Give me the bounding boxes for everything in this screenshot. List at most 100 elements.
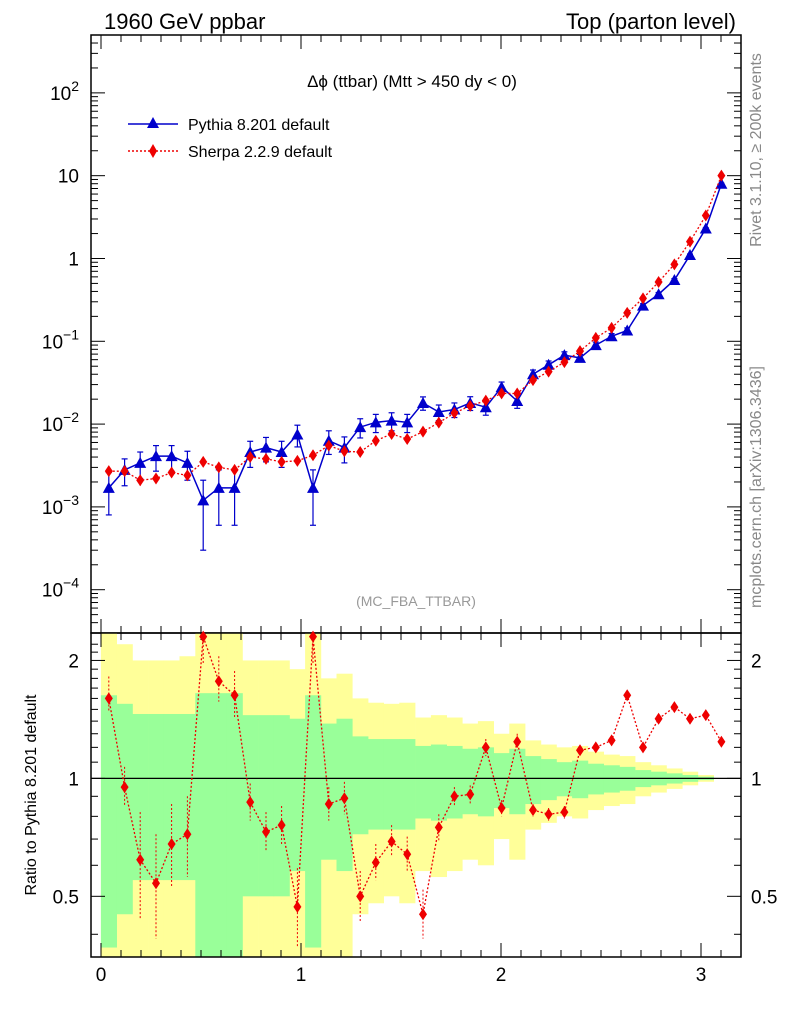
y-tick-label-main: 10−4 xyxy=(42,575,79,602)
band-inner-bin xyxy=(289,718,306,872)
ratio-sherpa-point xyxy=(152,877,160,890)
ratio-sherpa-point xyxy=(513,735,522,748)
ratio-sherpa-point xyxy=(591,741,600,754)
pythia-point xyxy=(385,414,398,426)
pythia-point xyxy=(637,299,649,311)
pythia-point xyxy=(165,450,178,462)
ratio-sherpa-point xyxy=(371,856,380,869)
sherpa-point xyxy=(576,345,584,358)
pythia-point xyxy=(558,349,571,361)
ratio-sherpa-point xyxy=(246,796,255,809)
band-inner-bin xyxy=(430,744,447,821)
ratio-sherpa-point xyxy=(450,790,459,803)
side-label-rivet: Rivet 3.1.10, ≥ 200k events xyxy=(748,53,765,247)
pythia-point xyxy=(574,351,586,363)
ratio-sherpa-point xyxy=(340,792,349,805)
pythia-point xyxy=(369,416,382,428)
ratio-sherpa-point xyxy=(419,908,427,921)
x-tick-label: 2 xyxy=(496,965,507,986)
band-inner-bin xyxy=(210,693,227,957)
ratio-sherpa-point xyxy=(639,741,647,754)
header-energy-label: 1960 GeV ppbar xyxy=(104,9,265,34)
band-inner-bin xyxy=(163,713,180,881)
pythia-point xyxy=(260,441,272,453)
pythia-point xyxy=(291,428,304,440)
plot-title: Δϕ (ttbar) (Mtt > 450 dy < 0) xyxy=(307,72,517,91)
pythia-point xyxy=(212,481,225,493)
legend-entry-pythia: Pythia 8.201 default xyxy=(128,117,330,134)
band-inner-bin xyxy=(132,713,149,881)
series-ratio-sherpa xyxy=(104,630,726,948)
pythia-point xyxy=(668,273,681,285)
ratio-plot: 0 1 2 3 0.5 0.5 1 1 2 2 xyxy=(53,35,777,986)
legend-pythia-triangle-icon xyxy=(147,117,159,128)
band-inner-bin xyxy=(383,739,400,830)
band-inner-bin xyxy=(148,713,165,881)
pythia-point xyxy=(652,288,665,300)
ratio-sherpa-point xyxy=(434,821,443,834)
pythia-point xyxy=(527,368,539,380)
pythia-point xyxy=(307,481,319,493)
sherpa-point xyxy=(214,461,223,474)
legend-sherpa-label: Sherpa 2.2.9 default xyxy=(188,144,333,161)
pythia-point xyxy=(197,494,210,506)
ratio-sherpa-point xyxy=(136,853,145,866)
sherpa-point xyxy=(654,276,663,289)
ratio-sherpa-point xyxy=(262,825,270,838)
sherpa-point xyxy=(529,374,537,387)
ratio-sherpa-point xyxy=(466,788,475,801)
sherpa-point xyxy=(544,365,553,378)
ratio-sherpa-point xyxy=(214,675,223,688)
band-inner-bin xyxy=(226,693,243,957)
y-ticks-main xyxy=(91,34,741,634)
y-tick-label-main: 10−1 xyxy=(42,326,79,353)
band-inner-bin xyxy=(462,748,479,815)
sherpa-point xyxy=(356,446,365,459)
x-tick-label: 3 xyxy=(696,965,707,986)
sherpa-point xyxy=(466,399,475,412)
sherpa-point xyxy=(717,169,726,182)
sherpa-point xyxy=(623,306,632,319)
sherpa-point xyxy=(262,452,270,465)
sherpa-point xyxy=(403,433,412,446)
ratio-sherpa-line xyxy=(108,636,722,915)
pythia-point xyxy=(684,249,696,261)
band-inner-bin xyxy=(572,760,589,799)
ratio-sherpa-point xyxy=(497,802,506,815)
pythia-point xyxy=(715,177,728,189)
y-tick-label-ratio: 0.5 xyxy=(53,887,79,908)
analysis-watermark: (MC_FBA_TTBAR) xyxy=(356,593,476,609)
sherpa-point xyxy=(167,466,176,479)
band-inner-bin xyxy=(305,695,322,948)
pythia-point xyxy=(589,339,602,351)
sherpa-line xyxy=(108,175,723,481)
ratio-sherpa-point xyxy=(403,848,412,861)
ratio-sherpa-point xyxy=(607,734,616,747)
ratio-sherpa-point xyxy=(560,806,569,819)
ratio-sherpa-point xyxy=(544,808,553,821)
sherpa-point xyxy=(371,434,380,447)
band-inner-bin xyxy=(367,739,384,830)
band-inner-bin xyxy=(477,747,494,817)
ratio-sherpa-point xyxy=(199,630,208,643)
ratio-sherpa-point xyxy=(356,890,365,903)
sherpa-point xyxy=(324,439,333,452)
ratio-sherpa-point xyxy=(481,741,490,754)
pythia-point xyxy=(150,450,162,462)
pythia-point xyxy=(275,446,288,458)
sherpa-point xyxy=(199,455,208,468)
y-tick-label-main: 10 xyxy=(58,167,79,188)
ratio-sherpa-point xyxy=(293,900,302,913)
ratio-sherpa-point xyxy=(230,689,239,702)
sherpa-point xyxy=(340,445,349,458)
ratio-sherpa-point xyxy=(309,630,317,643)
ratio-sherpa-point xyxy=(717,735,726,748)
pythia-point xyxy=(354,421,367,433)
ratio-axis-label: Ratio to Pythia 8.201 default xyxy=(23,694,40,896)
ratio-sherpa-point xyxy=(529,804,537,817)
sherpa-point xyxy=(434,416,443,429)
side-label-mcplots: mcplots.cern.ch [arXiv:1306.3436] xyxy=(748,366,765,608)
ratio-sherpa-point xyxy=(686,712,694,725)
sherpa-point xyxy=(450,407,459,420)
